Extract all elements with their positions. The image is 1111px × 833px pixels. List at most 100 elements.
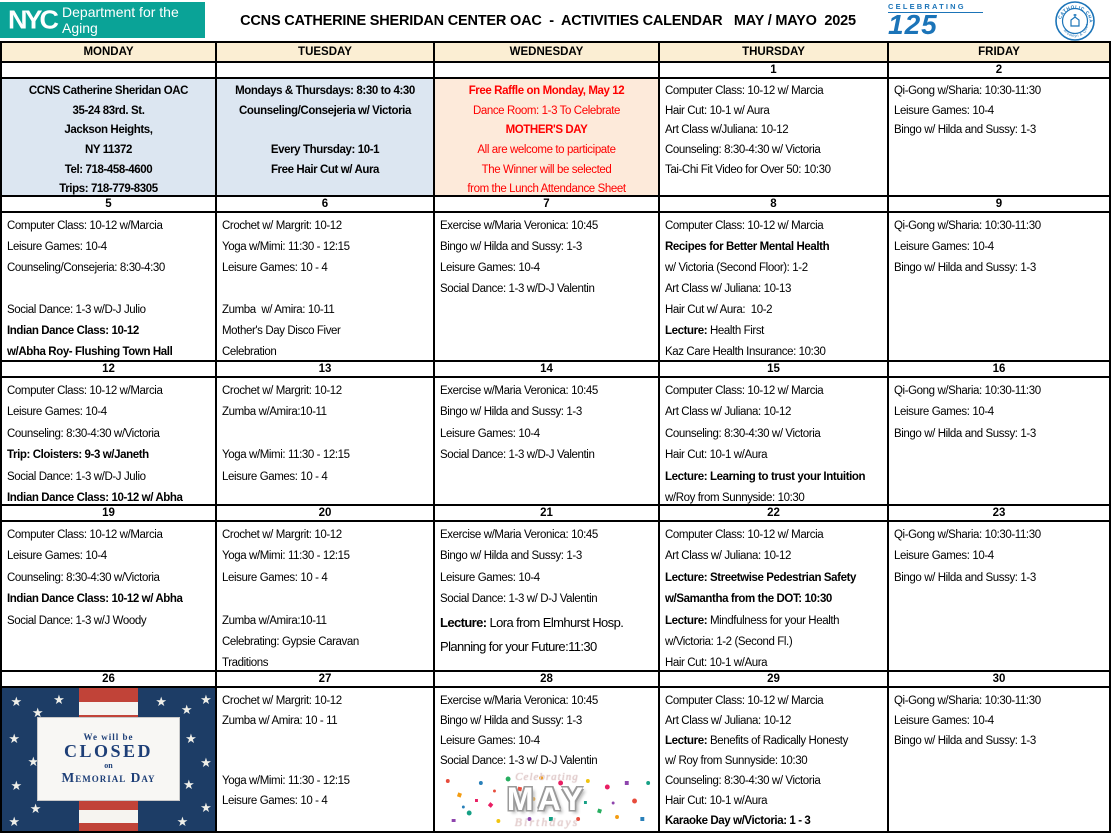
event-text: CCNS Catherine Sheridan OAC <box>28 85 189 97</box>
date-number: 2 <box>995 64 1003 76</box>
date-band: 14 <box>435 362 658 378</box>
day-cell-8: 8 Computer Class: 10-12 w/ Marcia Recipes … <box>660 197 889 360</box>
event-text: Computer Class: 10-12 w/ Marcia <box>665 529 824 541</box>
nyc-aging-logo: NYC Department for the Aging <box>0 2 205 38</box>
event-text: Crochet w/ Margrit: 10-12 <box>222 695 342 707</box>
event-line: Zumba w/ Amira: 10-11 <box>222 300 429 321</box>
date-number: 20 <box>318 507 332 519</box>
event-text: All are welcome to participate <box>477 144 616 157</box>
event-text: Bingo w/ Hilda and Sussy: 1-3 <box>894 262 1036 274</box>
page-header: NYC Department for the Aging CCNS CATHER… <box>0 0 1111 52</box>
event-line: Leisure Games: 10-4 <box>894 402 1105 423</box>
event-line: Crochet w/ Margrit: 10-12 <box>222 216 429 237</box>
day-cell-content: Computer Class: 10-12 w/ Marcia Art Class… <box>660 688 887 831</box>
event-line: Hair Cut w/ Aura: 10-2 <box>665 300 883 321</box>
calendar-grid: MONDAY TUESDAY WEDNESDAY THURSDAY FRIDAY CCN… <box>0 41 1111 833</box>
date-band: 19 <box>2 506 215 522</box>
event-line: Counseling: 8:30-4:30 w/ Victoria <box>665 771 883 791</box>
date-band: 26 <box>2 672 215 688</box>
date-band <box>2 63 215 79</box>
date-band: 9 <box>889 197 1109 213</box>
day-cell-content: Free Raffle on Monday, May 12 Dance Room:… <box>435 79 658 195</box>
day-cell-14: 14 Exercise w/Maria Veronica: 10:45 Bingo … <box>435 362 660 504</box>
event-text: Qi-Gong w/Sharia: 10:30-11:30 <box>894 85 1041 97</box>
event-text: Lecture: Streetwise Pedestrian Safety <box>665 571 857 584</box>
event-line: Yoga w/Mimi: 11:30 - 12:15 <box>222 771 429 791</box>
day-cell-content: CCNS Catherine Sheridan OAC 35-24 83rd. S… <box>2 79 215 195</box>
day-cell-content: Qi-Gong w/Sharia: 10:30-11:30 Leisure Gam… <box>889 522 1109 670</box>
event-text: Free Hair Cut w/ Aura <box>270 163 380 176</box>
day-cell-13: 13 Crochet w/ Margrit: 10-12 Zumba w/Amira… <box>217 362 435 504</box>
date-number: 21 <box>540 507 553 519</box>
event-line: Art Class w/ Juliana: 10-13 <box>665 279 883 300</box>
event-text: Counseling: 8:30-4:30 w/ Victoria <box>665 775 821 787</box>
event-text: Exercise w/Maria Veronica: 10:45 <box>440 529 598 541</box>
catholic-charities-logo: CATHOLIC CHARITIES Brooklyn & Queens <box>1054 0 1095 41</box>
event-line: Planning for your Future:11:30 <box>440 635 654 659</box>
event-line: Exercise w/Maria Veronica: 10:45 <box>440 381 654 402</box>
event-text: Leisure Games: 10-4 <box>440 571 540 584</box>
day-cell-27: 27 Crochet w/ Margrit: 10-12 Zumba w/ Amir… <box>217 672 435 831</box>
day-cell-content: Crochet w/ Margrit: 10-12 Zumba w/Amira:1… <box>217 378 433 504</box>
event-line: Computer Class: 10-12 w/Marcia <box>7 525 211 546</box>
date-band: 27 <box>217 672 433 688</box>
event-text: Leisure Games: 10-4 <box>894 406 994 419</box>
event-text: Social Dance: 1-3 w/ D-J Valentin <box>440 755 598 767</box>
event-text: Leisure Games: 10-4 <box>894 104 994 117</box>
event-text: Kaz Care Health Insurance: 10:30 <box>665 346 826 358</box>
event-line: Recipes for Better Mental Health <box>665 237 883 258</box>
event-line: Exercise w/Maria Veronica: 10:45 <box>440 216 654 237</box>
event-line: Zumba w/Amira:10-11 <box>222 402 429 423</box>
day-cell-content: Computer Class: 10-12 w/Marcia Leisure Ga… <box>2 378 215 504</box>
event-text: w/Samantha from the DOT: 10:30 <box>665 593 832 606</box>
event-text: Yoga w/Mimi: 11:30 - 12:15 <box>222 241 350 253</box>
event-line: Leisure Games: 10-4 <box>7 546 211 567</box>
event-line: Lecture: Streetwise Pedestrian Safety <box>665 568 883 589</box>
event-text: Social Dance: 1-3 w/D-J Valentin <box>440 449 595 462</box>
event-text: Bingo w/ Hilda and Sussy: 1-3 <box>440 406 582 419</box>
event-line: Crochet w/ Margrit: 10-12 <box>222 381 429 402</box>
event-line: Celebrating: Gypsie Caravan <box>222 632 429 653</box>
event-line: Counseling: 8:30-4:30 w/Victoria <box>7 424 211 445</box>
event-line: Hair Cut: 10-1 w/Aura <box>665 653 883 670</box>
memorial-line-1: We will be <box>83 731 134 742</box>
event-text: Trips: 718-779-8305 <box>59 183 158 195</box>
event-text: The Winner will be selected <box>481 163 612 176</box>
event-text: Leisure Games: 10-4 <box>7 550 107 563</box>
date-number: 15 <box>767 363 780 375</box>
event-text: Lecture: Learning to trust your Intuitio… <box>665 470 866 483</box>
date-band: 28 <box>435 672 658 688</box>
event-line <box>222 279 429 300</box>
weekday-header-row: MONDAY TUESDAY WEDNESDAY THURSDAY FRIDAY <box>2 43 1109 63</box>
day-cell-22: 22 Computer Class: 10-12 w/ Marcia Art Cla… <box>660 506 889 670</box>
event-line: Computer Class: 10-12 w/Marcia <box>7 381 211 402</box>
event-line: w/ Roy from Sunnyside: 10:30 <box>665 751 883 771</box>
event-text: Mother's Day Disco Fiver <box>222 325 341 337</box>
event-line: Indian Dance Class: 10-12 w/ Abha <box>7 488 211 504</box>
event-text: Lora from Elmhurst Hosp. <box>486 614 624 630</box>
date-band: 30 <box>889 672 1109 688</box>
event-line: w/Victoria: 1-2 (Second Fl.) <box>665 632 883 653</box>
day-cell-29: 29 Computer Class: 10-12 w/ Marcia Art Cla… <box>660 672 889 831</box>
event-text: Counseling/Consejeria w/ Victoria <box>239 104 411 117</box>
event-line: Leisure Games: 10 - 4 <box>222 791 429 811</box>
event-text: Leisure Games: 10-4 <box>894 241 994 253</box>
calendar-title: CCNS CATHERINE SHERIDAN CENTER OAC - ACT… <box>240 12 856 29</box>
event-text: Bingo w/ Hilda and Sussy: 1-3 <box>894 735 1036 747</box>
date-number: 26 <box>102 673 115 685</box>
memorial-line-2: CLOSED <box>63 740 153 761</box>
event-text: Leisure Games: 10-4 <box>440 735 540 747</box>
event-text: Art Class w/ Juliana: 10-12 <box>665 550 791 563</box>
event-text: w/Roy from Sunnyside: 10:30 <box>665 491 805 504</box>
date-number: 9 <box>995 198 1003 210</box>
weekday-header-monday: MONDAY <box>2 43 217 61</box>
may-celebrating-text: Celebrating <box>515 771 579 783</box>
day-cell-content: Exercise w/Maria Veronica: 10:45 Bingo w/… <box>435 522 658 670</box>
event-line: Jackson Heights, <box>5 121 212 141</box>
event-line: Leisure Games: 10-4 <box>7 402 211 423</box>
date-band: 5 <box>2 197 215 213</box>
event-text: Mondays & Thursdays: 8:30 to 4:30 <box>235 85 415 97</box>
event-text: Trip: Cloisters: 9-3 w/Janeth <box>7 449 149 462</box>
date-number: 23 <box>992 507 1006 519</box>
event-text: Dance Room: 1-3 To Celebrate <box>472 104 621 117</box>
